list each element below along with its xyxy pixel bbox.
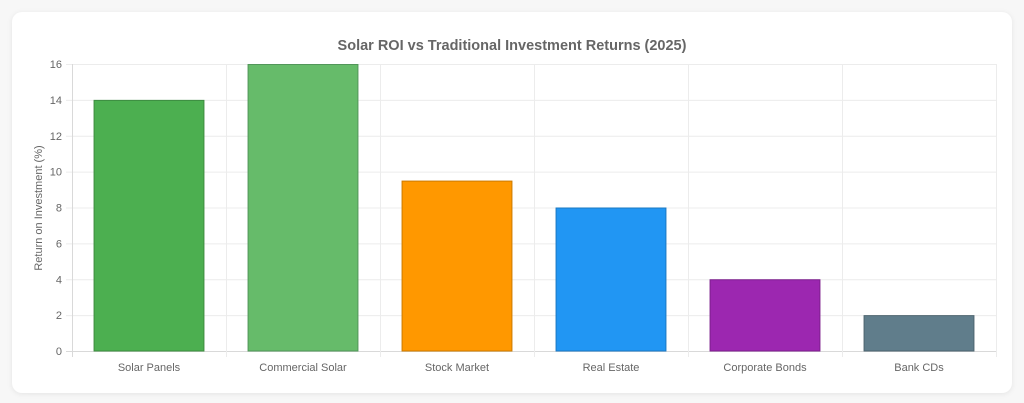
x-tick-label: Corporate Bonds	[723, 362, 807, 374]
bar-corporate-bonds[interactable]	[709, 279, 821, 352]
x-axis-labels: Solar Panels Commercial Solar Stock Market…	[118, 362, 944, 374]
y-axis-ticks: 0 2 4 6 8 10 12 14 16	[50, 59, 62, 358]
x-tick-label: Stock Market	[425, 362, 489, 374]
chart-title: Solar ROI vs Traditional Investment Retu…	[337, 38, 687, 54]
y-tick-label: 4	[56, 274, 62, 286]
bar-stock-market[interactable]	[401, 180, 513, 352]
y-tick-label: 0	[56, 346, 62, 358]
x-tick-label: Solar Panels	[118, 362, 181, 374]
y-tick-label: 16	[50, 59, 62, 71]
y-tick-label: 12	[50, 131, 62, 143]
y-tick-label: 2	[56, 310, 62, 322]
x-tick-label: Commercial Solar	[259, 362, 347, 374]
x-tick-label: Real Estate	[583, 362, 640, 374]
x-tick-label: Bank CDs	[894, 362, 944, 374]
grid-lines	[66, 64, 997, 357]
bar-commercial-solar[interactable]	[247, 64, 359, 352]
y-tick-label: 8	[56, 203, 62, 215]
bars	[93, 64, 975, 352]
bar-real-estate[interactable]	[555, 207, 667, 352]
y-axis-title: Return on Investment (%)	[33, 145, 45, 270]
y-tick-label: 10	[50, 167, 62, 179]
y-tick-label: 14	[50, 95, 62, 107]
bar-solar-panels[interactable]	[93, 99, 205, 352]
y-tick-label: 6	[56, 238, 62, 250]
bar-bank-cds[interactable]	[863, 315, 975, 352]
